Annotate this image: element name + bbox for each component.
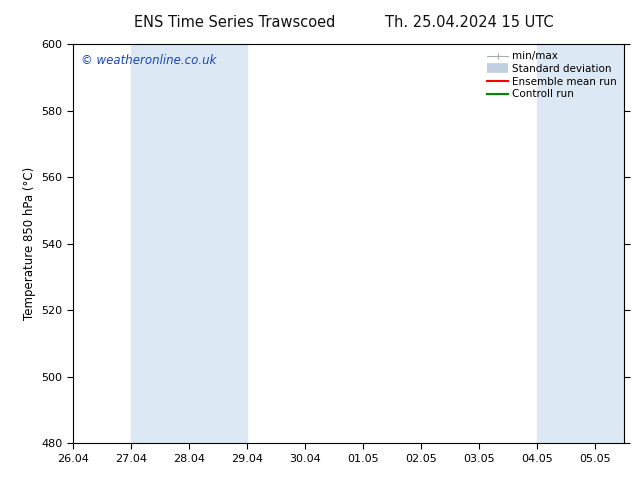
Bar xyxy=(131,44,247,443)
Bar xyxy=(538,44,624,443)
Text: Th. 25.04.2024 15 UTC: Th. 25.04.2024 15 UTC xyxy=(385,15,553,30)
Text: © weatheronline.co.uk: © weatheronline.co.uk xyxy=(81,54,217,67)
Y-axis label: Temperature 850 hPa (°C): Temperature 850 hPa (°C) xyxy=(23,167,36,320)
Legend: min/max, Standard deviation, Ensemble mean run, Controll run: min/max, Standard deviation, Ensemble me… xyxy=(486,49,619,101)
Text: ENS Time Series Trawscoed: ENS Time Series Trawscoed xyxy=(134,15,335,30)
